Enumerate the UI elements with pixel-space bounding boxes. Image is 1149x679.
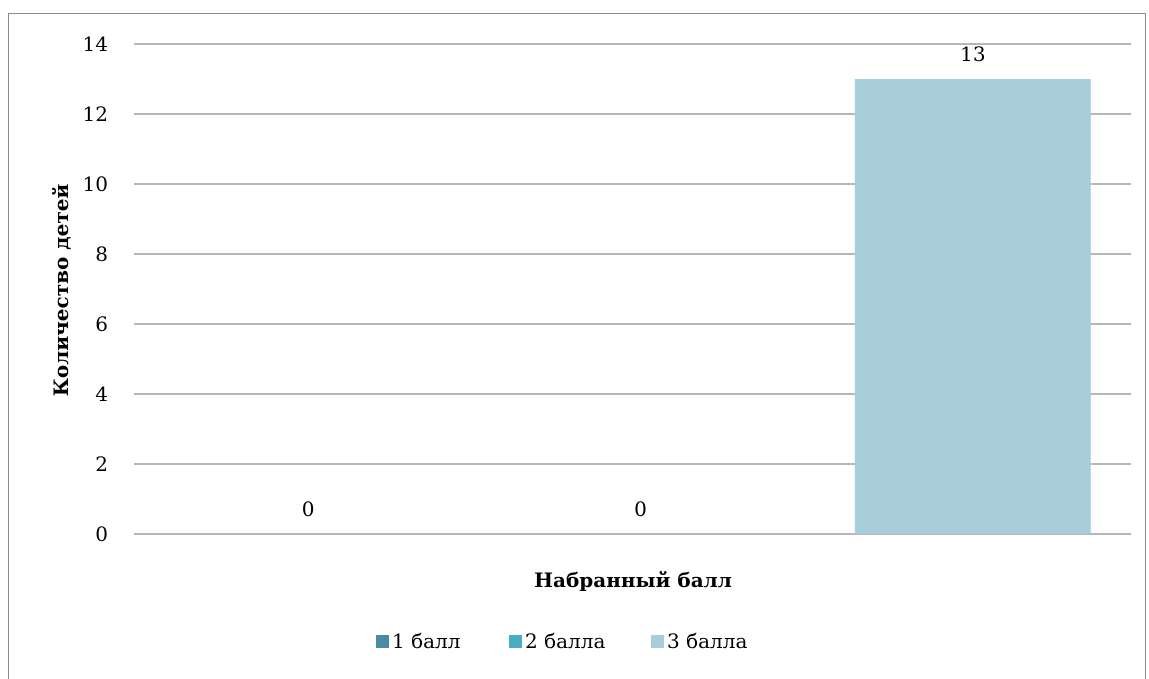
y-tick-label: 14 [83, 32, 108, 56]
legend-label: 3 балла [667, 629, 747, 653]
legend-swatch [651, 635, 664, 648]
legend-label: 2 балла [525, 629, 605, 653]
legend-swatch [509, 635, 522, 648]
legend-swatch [376, 635, 389, 648]
y-tick-label: 6 [95, 312, 108, 336]
bar-3 [854, 79, 1091, 534]
data-label: 0 [634, 497, 647, 521]
y-tick-label: 2 [95, 452, 108, 476]
x-axis-title: Набранный балл [534, 568, 732, 592]
legend-label: 1 балл [392, 629, 460, 653]
y-axis-title: Количество детей [49, 184, 73, 397]
data-label: 13 [960, 42, 985, 66]
y-tick-label: 0 [95, 522, 108, 546]
y-tick-label: 8 [95, 242, 108, 266]
y-tick-label: 12 [83, 102, 108, 126]
y-tick-label: 10 [83, 172, 108, 196]
legend: 1 балл 2 балла 3 балла [376, 629, 747, 653]
data-label: 0 [302, 497, 315, 521]
y-tick-label: 4 [95, 382, 108, 406]
